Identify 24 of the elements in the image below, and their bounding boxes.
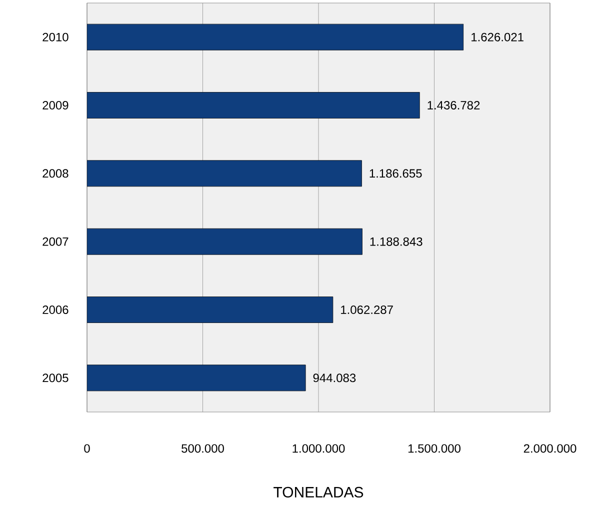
x-tick-label: 0: [84, 444, 90, 453]
x-axis-title: TONELADAS: [274, 486, 364, 498]
data-label: 1.062.287: [341, 306, 393, 314]
data-label: 1.188.843: [370, 237, 422, 246]
x-tick-label: 500.000: [182, 444, 224, 453]
x-tick-label: 2.000.000: [524, 444, 576, 453]
bar: [87, 92, 420, 118]
bar: [87, 364, 306, 392]
bar: [87, 296, 334, 323]
y-tick-label: 2006: [42, 306, 68, 314]
bar: [87, 228, 362, 255]
y-tick-label: 2007: [42, 237, 68, 246]
data-label: 1.436.782: [428, 101, 480, 110]
data-label: 1.186.655: [370, 169, 422, 178]
y-tick-label: 2010: [42, 32, 68, 42]
bar: [87, 24, 464, 50]
x-tick-label: 1.500.000: [408, 444, 460, 453]
x-tick-label: 1.000.000: [292, 444, 345, 453]
data-label: 1.626.021: [472, 32, 524, 42]
y-tick-label: 2009: [42, 101, 68, 110]
data-label: 944.083: [313, 374, 356, 382]
y-tick-label: 2005: [42, 374, 68, 382]
y-tick-label: 2008: [42, 169, 68, 178]
bar: [87, 160, 362, 187]
